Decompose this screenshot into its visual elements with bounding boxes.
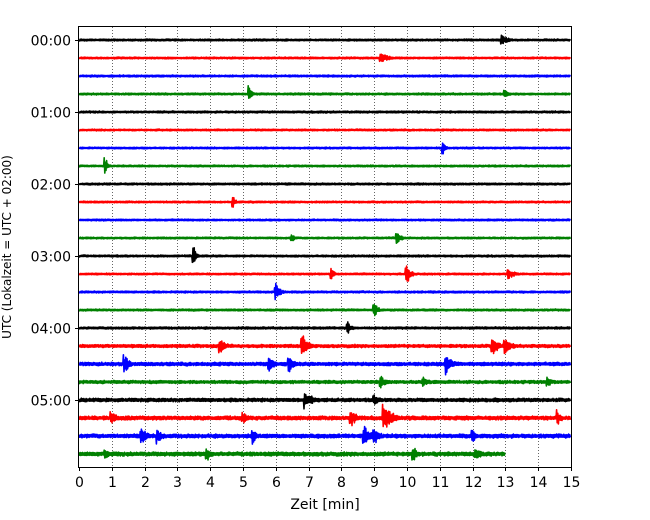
x-tick-label: 5	[239, 475, 248, 491]
trace-row	[78, 375, 572, 389]
trace-row	[78, 335, 572, 355]
x-tick-label: 8	[337, 475, 346, 491]
x-tick-label: 4	[206, 475, 215, 491]
trace-row	[78, 196, 572, 208]
y-tick-label: 04:00	[31, 322, 71, 338]
trace-row	[78, 246, 572, 264]
trace-row	[78, 393, 572, 410]
x-tick-label: 3	[173, 475, 182, 491]
trace-row	[78, 354, 572, 376]
y-tick-label: 00:00	[31, 34, 71, 50]
y-tick-label: 05:00	[31, 394, 71, 410]
trace-row	[78, 403, 572, 428]
y-tick-label: 03:00	[31, 250, 71, 266]
trace-row	[78, 303, 572, 317]
trace-row	[78, 85, 572, 100]
trace-row	[78, 265, 572, 282]
x-tick-label: 6	[272, 475, 281, 491]
y-axis-ticks: 00:00 01:00 02:00 03:00 04:00 05:00	[31, 34, 79, 410]
x-axis-ticks: 0 1 2 3 4 5 6 7 8 9 10 11 12 13 14 15	[75, 467, 580, 491]
y-tick-label: 01:00	[31, 106, 71, 122]
trace-row	[78, 53, 572, 63]
x-axis-label: Zeit [min]	[290, 497, 359, 513]
x-tick-label: 10	[399, 475, 417, 491]
trace-row	[78, 233, 572, 245]
trace-row	[78, 142, 572, 155]
trace-row	[78, 128, 572, 132]
x-tick-label: 13	[497, 475, 515, 491]
x-tick-label: 15	[563, 475, 581, 491]
trace-row	[78, 156, 572, 174]
trace-row	[78, 218, 572, 222]
trace-row	[78, 447, 506, 461]
vertical-gridlines	[112, 27, 539, 467]
trace-row	[78, 182, 572, 186]
x-tick-label: 14	[530, 475, 548, 491]
y-axis-label: UTC (Lokalzeit = UTC + 02:00)	[0, 155, 14, 339]
trace-row	[78, 34, 572, 45]
x-tick-label: 7	[305, 475, 314, 491]
trace-row	[78, 74, 572, 78]
x-tick-label: 9	[370, 475, 379, 491]
trace-row	[78, 110, 572, 114]
x-tick-label: 12	[465, 475, 483, 491]
trace-row	[78, 425, 572, 445]
trace-row	[78, 282, 572, 301]
x-tick-label: 11	[432, 475, 450, 491]
x-tick-label: 2	[141, 475, 150, 491]
trace-row	[78, 321, 572, 334]
y-tick-label: 02:00	[31, 178, 71, 194]
x-tick-label: 0	[75, 475, 84, 491]
x-tick-label: 1	[108, 475, 117, 491]
seismogram-traces	[78, 34, 572, 461]
plot-frame	[78, 26, 572, 468]
